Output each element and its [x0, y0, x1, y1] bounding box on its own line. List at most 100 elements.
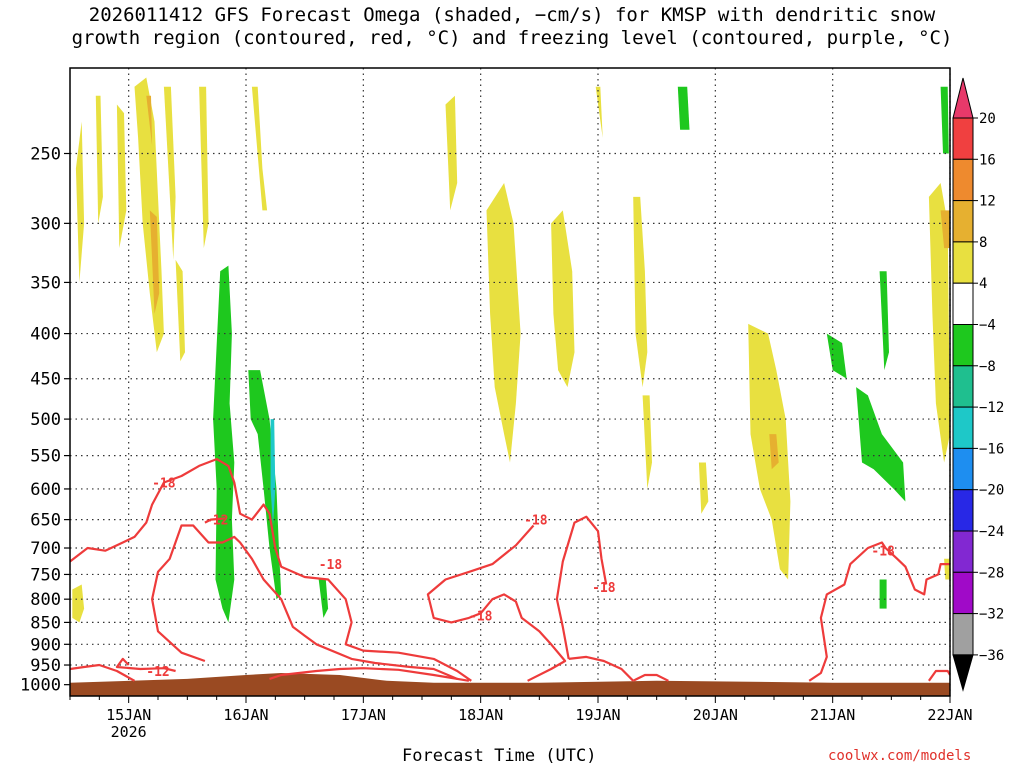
omega-region-pos4-2 [116, 104, 127, 249]
contour-label-18-4: -18 [469, 610, 493, 625]
contour-12-line-1 [204, 517, 225, 524]
colorbar-bin-10 [952, 489, 974, 532]
colorbar-bin-1 [952, 117, 974, 160]
omega-region-neg4-25 [826, 333, 847, 379]
contour-label-18-5: -18 [871, 545, 895, 560]
omega-region-pos4-22 [698, 462, 709, 514]
ytick-label-300: 300 [30, 214, 61, 234]
contour-label-18-0: -18 [152, 477, 176, 492]
omega-region-pos4-9 [251, 86, 268, 211]
colorbar-label-12: −32 [979, 607, 1004, 623]
omega-region-pos4-7 [175, 259, 185, 362]
contour-18-line-3 [151, 524, 458, 680]
colorbar-label-13: −36 [979, 648, 1004, 664]
omega-region-neg4-11 [213, 265, 235, 623]
omega-region-pos4-0 [75, 121, 85, 283]
ytick-label-550: 550 [30, 447, 61, 467]
colorbar-bin-9 [952, 447, 974, 491]
xtick-label-16JAN: 16JAN [223, 706, 268, 724]
contour-18-line-2 [269, 667, 470, 682]
colorbar-bin-11 [952, 530, 974, 573]
ytick-label-350: 350 [30, 273, 61, 293]
omega-region-pos4-19 [633, 196, 648, 388]
omega-region-pos4-17 [551, 210, 575, 388]
x-axis-title: Forecast Time (UTC) [402, 746, 597, 766]
omega-shading-layer [72, 77, 950, 623]
colorbar-bin-3 [952, 200, 974, 243]
contour-12-line-0 [115, 657, 176, 673]
colorbar-label-5: −4 [979, 318, 996, 334]
omega-region-neg4-28 [879, 579, 887, 609]
omega-region-pos4-10 [72, 584, 85, 623]
y-axis: 2503003504004505005506006507007508008509… [20, 144, 70, 696]
ytick-label-500: 500 [30, 410, 61, 430]
colorbar-top-triangle [952, 77, 974, 119]
xtick-label-20JAN: 20JAN [693, 706, 738, 724]
colorbar: 20 16 12 8 4 −4 −8 −12 −16 −20 −24 −28 −32 −36 [952, 77, 1004, 692]
colorbar-bin-4 [952, 241, 974, 284]
omega-region-pos8-5 [149, 210, 160, 314]
colorbar-bin-2 [952, 158, 974, 202]
ytick-label-250: 250 [30, 144, 61, 164]
omega-region-pos4-6 [163, 86, 176, 260]
contour-label-layer: -18 -18 -18 -18 -18 -18 -12 -12 [146, 477, 895, 681]
xtick-sublabel-year: 2026 [111, 723, 147, 741]
contour-18-line-7 [632, 673, 669, 682]
contour-label-12-0: -12 [205, 514, 228, 529]
contour-layer [70, 458, 950, 682]
contour-label-12-1: -12 [146, 665, 169, 680]
title-line-1: 2026011412 GFS Forecast Omega (shaded, −… [88, 4, 936, 26]
colorbar-label-0: 20 [979, 111, 996, 127]
contour-label-18-3: -18 [592, 581, 616, 596]
omega-region-neg4-26 [856, 387, 906, 502]
omega-region-pos4-23 [748, 323, 791, 580]
ytick-label-900: 900 [30, 635, 61, 655]
omega-region-neg4-31 [940, 86, 949, 154]
xtick-label-18JAN: 18JAN [458, 706, 503, 724]
colorbar-label-10: −24 [979, 524, 1004, 540]
colorbar-bin-5 [952, 282, 974, 326]
contour-18-line-5 [555, 515, 608, 660]
colorbar-label-7: −12 [979, 400, 1004, 416]
contour-label-18-1: -18 [319, 558, 343, 573]
colorbar-label-9: −20 [979, 483, 1004, 499]
ground-layer [70, 673, 950, 696]
ground-surface [70, 673, 950, 696]
contour-18-line-8 [808, 541, 950, 682]
colorbar-bin-7 [952, 365, 974, 408]
xtick-label-22JAN: 22JAN [927, 706, 972, 724]
ytick-label-700: 700 [30, 539, 61, 559]
ytick-label-400: 400 [30, 325, 61, 345]
colorbar-bottom-triangle [952, 654, 974, 692]
colorbar-label-2: 12 [979, 194, 996, 210]
colorbar-bin-12 [952, 571, 974, 615]
xtick-label-21JAN: 21JAN [810, 706, 855, 724]
colorbar-bin-8 [952, 406, 974, 449]
contour-18-line-1 [70, 663, 136, 682]
contour-18-line-6 [568, 655, 634, 682]
omega-region-pos4-15 [445, 95, 458, 211]
ytick-label-450: 450 [30, 370, 61, 390]
omega-region-neg12-13 [270, 419, 276, 526]
omega-region-pos4-16 [486, 183, 521, 463]
colorbar-label-1: 16 [979, 152, 996, 168]
colorbar-label-3: 8 [979, 235, 987, 251]
omega-region-pos8-4 [146, 95, 153, 146]
ytick-label-600: 600 [30, 480, 61, 500]
xtick-label-15JAN: 15JAN [106, 706, 151, 724]
contour-18-line-4 [426, 524, 567, 682]
colorbar-bin-6 [952, 324, 974, 367]
colorbar-label-8: −16 [979, 441, 1004, 457]
omega-region-neg4-27 [879, 271, 889, 371]
ytick-label-1000: 1000 [20, 676, 61, 696]
omega-region-pos4-1 [95, 95, 103, 224]
ytick-label-850: 850 [30, 613, 61, 633]
omega-region-pos4-29 [928, 183, 950, 463]
xtick-label-19JAN: 19JAN [575, 706, 620, 724]
ytick-label-650: 650 [30, 511, 61, 531]
chart-title: 2026011412 GFS Forecast Omega (shaded, −… [0, 4, 1024, 50]
colorbar-bin-13 [952, 613, 974, 656]
ytick-label-800: 800 [30, 590, 61, 610]
